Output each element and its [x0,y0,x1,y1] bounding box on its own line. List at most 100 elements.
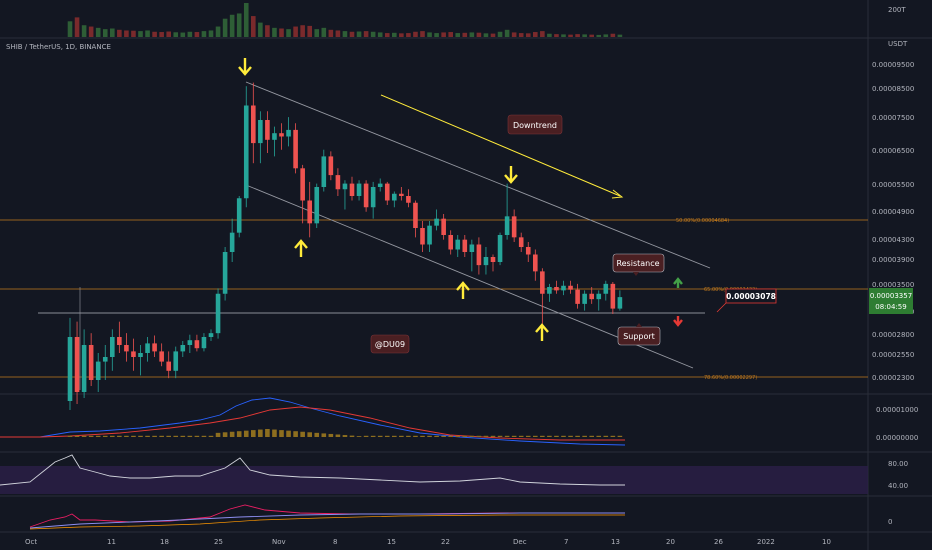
support-label: Support [617,323,661,346]
candle[interactable] [110,337,115,357]
macd-histogram-bar [110,435,115,437]
macd-histogram-bar [300,431,305,437]
candle[interactable] [321,156,327,187]
candle[interactable] [561,285,566,291]
candle[interactable] [300,168,305,201]
candle[interactable] [159,351,164,362]
candle[interactable] [603,283,609,294]
candle[interactable] [377,183,383,187]
candle[interactable] [392,193,397,201]
candle[interactable] [166,361,171,371]
candle[interactable] [88,345,94,380]
candle[interactable] [455,239,461,250]
candle[interactable] [525,247,531,255]
candle[interactable] [448,235,453,250]
candle[interactable] [251,105,256,144]
candle[interactable] [582,293,587,304]
candle[interactable] [293,129,298,169]
candle[interactable] [187,340,193,345]
volume-bar [187,31,193,37]
volume-bar [117,29,122,37]
candle[interactable] [575,289,580,304]
macd-histogram-bar [497,435,503,437]
candle[interactable] [117,337,122,345]
candle[interactable] [469,244,475,253]
candle[interactable] [258,120,263,144]
candle[interactable] [349,183,355,196]
candle[interactable] [504,216,510,235]
candle[interactable] [102,357,108,362]
candle[interactable] [554,287,559,291]
candle[interactable] [610,283,616,309]
candle[interactable] [399,193,404,196]
candle[interactable] [243,105,249,199]
candle[interactable] [201,337,207,349]
candle[interactable] [124,345,129,352]
candle[interactable] [236,198,242,233]
volume-bar [603,34,609,37]
macd-histogram-bar [511,435,517,437]
candle[interactable] [67,337,73,401]
candle[interactable] [215,293,221,334]
candle[interactable] [483,257,489,266]
candle[interactable] [462,239,468,252]
candle[interactable] [286,129,291,137]
candle[interactable] [152,343,157,352]
macd-histogram-bar [349,435,355,437]
volume-bar [251,16,256,37]
candle[interactable] [328,156,334,176]
macd-histogram-bar [215,432,221,437]
candle[interactable] [511,216,517,238]
candle[interactable] [131,351,136,357]
candle[interactable] [194,340,200,349]
candle[interactable] [427,225,432,245]
volume-bar [434,33,439,37]
candle[interactable] [173,351,179,371]
volume-bar [110,28,115,37]
candle[interactable] [265,120,270,140]
candle[interactable] [596,293,602,300]
price-axis[interactable]: USDT 0.00009500 0.00008500 0.00007500 0.… [869,40,914,382]
candle[interactable] [547,287,552,294]
candle[interactable] [540,271,545,294]
candle[interactable] [476,244,482,266]
candle[interactable] [413,202,418,228]
time-axis[interactable]: Oct 11 18 25 Nov 8 15 22 Dec 7 13 20 26 … [25,538,831,546]
candle[interactable] [420,228,425,245]
candle[interactable] [589,293,594,300]
candle[interactable] [342,183,348,190]
candle[interactable] [490,257,496,262]
candle[interactable] [518,237,524,247]
candle[interactable] [95,361,101,380]
candle[interactable] [81,345,87,392]
candle[interactable] [222,252,228,294]
candle[interactable] [497,235,503,262]
candle[interactable] [335,175,341,190]
candle[interactable] [363,183,369,208]
candle[interactable] [533,254,538,272]
candle[interactable] [279,133,284,137]
volume-bar [145,30,150,37]
macd-histogram-bar [159,435,164,437]
time-label: 22 [441,538,450,546]
candle[interactable] [74,337,80,392]
candle[interactable] [272,133,277,140]
svg-text:Downtrend: Downtrend [513,121,557,130]
candle[interactable] [307,200,312,224]
candle[interactable] [370,187,376,208]
candle[interactable] [434,218,439,226]
candle[interactable] [180,345,186,352]
candle[interactable] [441,218,446,235]
candle[interactable] [617,297,623,309]
candle[interactable] [384,183,390,201]
candle[interactable] [145,343,150,353]
candle[interactable] [406,196,411,203]
candle[interactable] [568,285,573,290]
candle[interactable] [356,183,362,196]
candle[interactable] [314,187,320,224]
candle[interactable] [138,353,143,357]
candle[interactable] [208,333,214,337]
volume-bar [95,27,101,37]
candle[interactable] [229,232,235,252]
